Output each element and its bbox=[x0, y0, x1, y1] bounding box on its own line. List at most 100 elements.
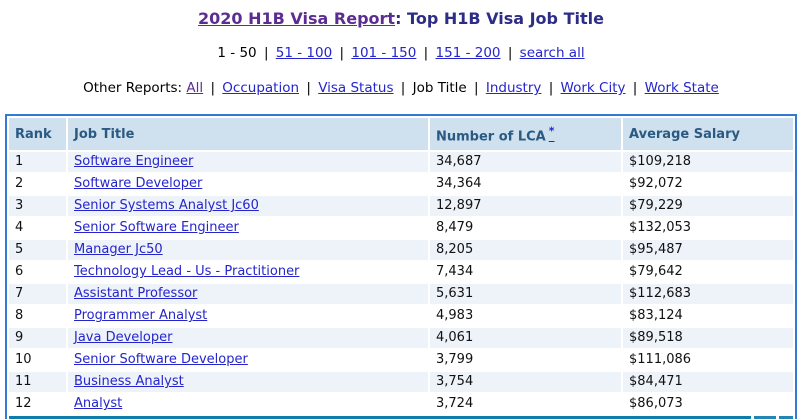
lca-footnote-link[interactable]: * bbox=[549, 125, 555, 144]
salary-cell: $83,124 bbox=[623, 306, 793, 327]
separator: | bbox=[474, 80, 479, 96]
table-row: 9 Java Developer 4,061 $89,518 bbox=[9, 328, 793, 349]
table-row: 6 Technology Lead - Us - Practitioner 7,43… bbox=[9, 262, 793, 283]
other-report-link-work-state[interactable]: Work State bbox=[644, 80, 719, 96]
table-row: 12 Analyst 3,724 $86,073 bbox=[9, 394, 793, 415]
salary-cell: $132,053 bbox=[623, 218, 793, 239]
job-title-cell: Senior Systems Analyst Jc60 bbox=[68, 196, 428, 217]
pagination-link-51-100[interactable]: 51 - 100 bbox=[275, 45, 333, 61]
lca-cell: 4,983 bbox=[430, 306, 621, 327]
job-title-cell: Technology Lead - Us - Practitioner bbox=[68, 262, 428, 283]
job-title-cell: Java Developer bbox=[68, 328, 428, 349]
rank-cell: 12 bbox=[9, 394, 66, 415]
separator: | bbox=[507, 45, 513, 61]
lca-cell: 8,205 bbox=[430, 240, 621, 261]
table-row: 2 Software Developer 34,364 $92,072 bbox=[9, 174, 793, 195]
rank-cell: 4 bbox=[9, 218, 66, 239]
job-table-body: 1 Software Engineer 34,687 $109,218 2 Softwar… bbox=[9, 152, 793, 415]
job-title-link[interactable]: Senior Systems Analyst Jc60 bbox=[74, 198, 259, 214]
job-title-report-table: Rank Job Title Number of LCA * Average Sa… bbox=[5, 114, 797, 419]
pagination-current: 1 - 50 bbox=[217, 45, 257, 61]
rank-cell: 5 bbox=[9, 240, 66, 261]
other-reports-label: Other Reports: bbox=[83, 80, 183, 96]
job-title-link[interactable]: Technology Lead - Us - Practitioner bbox=[74, 264, 300, 280]
rank-cell: 1 bbox=[9, 152, 66, 173]
table-row: 11 Business Analyst 3,754 $84,471 bbox=[9, 372, 793, 393]
salary-cell: $92,072 bbox=[623, 174, 793, 195]
header-rank: Rank bbox=[9, 118, 66, 151]
job-title-link[interactable]: Senior Software Engineer bbox=[74, 220, 239, 236]
job-title-cell: Manager Jc50 bbox=[68, 240, 428, 261]
table-row: 4 Senior Software Engineer 8,479 $132,053 bbox=[9, 218, 793, 239]
footer-bar-segment-1 bbox=[754, 416, 776, 419]
job-title-cell: Senior Software Developer bbox=[68, 350, 428, 371]
pagination-link-151-200[interactable]: 151 - 200 bbox=[435, 45, 501, 61]
table-row: 7 Assistant Professor 5,631 $112,683 bbox=[9, 284, 793, 305]
salary-cell: $95,487 bbox=[623, 240, 793, 261]
lca-cell: 3,754 bbox=[430, 372, 621, 393]
other-report-link-occupation[interactable]: Occupation bbox=[222, 80, 300, 96]
rank-cell: 2 bbox=[9, 174, 66, 195]
separator: | bbox=[423, 45, 429, 61]
lca-cell: 12,897 bbox=[430, 196, 621, 217]
job-title-link[interactable]: Java Developer bbox=[74, 330, 173, 346]
job-title-cell: Assistant Professor bbox=[68, 284, 428, 305]
rank-cell: 7 bbox=[9, 284, 66, 305]
footer-bar-segment-2 bbox=[779, 416, 793, 419]
rank-cell: 10 bbox=[9, 350, 66, 371]
other-report-link-industry[interactable]: Industry bbox=[485, 80, 542, 96]
salary-cell: $86,073 bbox=[623, 394, 793, 415]
salary-cell: $111,086 bbox=[623, 350, 793, 371]
salary-cell: $84,471 bbox=[623, 372, 793, 393]
job-title-cell: Programmer Analyst bbox=[68, 306, 428, 327]
rank-cell: 9 bbox=[9, 328, 66, 349]
rank-cell: 3 bbox=[9, 196, 66, 217]
separator: | bbox=[400, 80, 406, 96]
lca-cell: 34,687 bbox=[430, 152, 621, 173]
job-title-link[interactable]: Assistant Professor bbox=[74, 286, 198, 302]
pagination-link-101-150[interactable]: 101 - 150 bbox=[351, 45, 417, 61]
job-title-link[interactable]: Manager Jc50 bbox=[74, 242, 163, 258]
other-reports-bar: Other Reports: All | Occupation | Visa S… bbox=[0, 80, 802, 97]
other-report-link-work-city[interactable]: Work City bbox=[560, 80, 626, 96]
separator: | bbox=[339, 45, 345, 61]
job-title-link[interactable]: Software Developer bbox=[74, 176, 203, 192]
separator: | bbox=[548, 80, 554, 96]
job-title-link[interactable]: Programmer Analyst bbox=[74, 308, 208, 324]
job-title-cell: Analyst bbox=[68, 394, 428, 415]
salary-cell: $109,218 bbox=[623, 152, 793, 173]
page-title: 2020 H1B Visa Report: Top H1B Visa Job T… bbox=[0, 9, 802, 28]
table-header-row: Rank Job Title Number of LCA * Average Sa… bbox=[9, 118, 793, 151]
pagination-link-search-all[interactable]: search all bbox=[519, 45, 585, 61]
table-row: 8 Programmer Analyst 4,983 $83,124 bbox=[9, 306, 793, 327]
job-title-link[interactable]: Software Engineer bbox=[74, 154, 194, 170]
job-title-cell: Business Analyst bbox=[68, 372, 428, 393]
salary-cell: $79,229 bbox=[623, 196, 793, 217]
other-report-link-all[interactable]: All bbox=[186, 80, 204, 96]
table-row: 10 Senior Software Developer 3,799 $111,086 bbox=[9, 350, 793, 371]
lca-cell: 8,479 bbox=[430, 218, 621, 239]
lca-cell: 4,061 bbox=[430, 328, 621, 349]
lca-cell: 7,434 bbox=[430, 262, 621, 283]
lca-cell: 3,724 bbox=[430, 394, 621, 415]
table-footer-bar bbox=[9, 416, 793, 419]
job-title-link[interactable]: Senior Software Developer bbox=[74, 352, 248, 368]
report-title-link[interactable]: 2020 H1B Visa Report bbox=[198, 9, 396, 28]
other-report-link-visa-status[interactable]: Visa Status bbox=[318, 80, 394, 96]
job-title-cell: Senior Software Engineer bbox=[68, 218, 428, 239]
header-lca-label: Number of LCA bbox=[436, 129, 546, 145]
job-title-cell: Software Developer bbox=[68, 174, 428, 195]
lca-cell: 34,364 bbox=[430, 174, 621, 195]
rank-cell: 8 bbox=[9, 306, 66, 327]
job-title-link[interactable]: Analyst bbox=[74, 396, 123, 412]
salary-cell: $89,518 bbox=[623, 328, 793, 349]
pagination-bar: 1 - 50 | 51 - 100 | 101 - 150 | 151 - 20… bbox=[0, 45, 802, 62]
separator: | bbox=[306, 80, 311, 96]
page-title-suffix: : Top H1B Visa Job Title bbox=[395, 9, 604, 28]
salary-cell: $112,683 bbox=[623, 284, 793, 305]
rank-cell: 6 bbox=[9, 262, 66, 283]
job-title-link[interactable]: Business Analyst bbox=[74, 374, 184, 390]
footer-bar-segment-main bbox=[9, 416, 751, 419]
lca-cell: 5,631 bbox=[430, 284, 621, 305]
asterisk-icon: * bbox=[548, 125, 555, 138]
